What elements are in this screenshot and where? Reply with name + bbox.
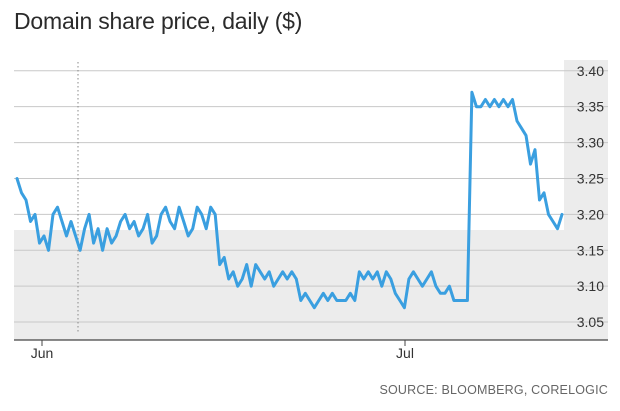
x-tick-label-jul: Jul <box>396 345 414 361</box>
source-note: SOURCE: BLOOMBERG, CORELOGIC <box>379 383 608 397</box>
y-tick-label: 3.10 <box>577 278 604 294</box>
plot-lower-band <box>14 230 564 340</box>
y-tick-label: 3.25 <box>577 170 604 186</box>
y-tick-label: 3.20 <box>577 206 604 222</box>
chart-title: Domain share price, daily ($) <box>14 8 303 34</box>
y-axis-tick-labels: 3.05 3.10 3.15 3.20 3.25 3.30 3.35 3.40 <box>577 63 604 330</box>
y-tick-label: 3.05 <box>577 314 604 330</box>
y-tick-label: 3.40 <box>577 63 604 79</box>
share-price-line <box>15 90 564 310</box>
plot-background <box>14 60 608 340</box>
y-tick-label: 3.35 <box>577 99 604 115</box>
y-tick-label: 3.15 <box>577 242 604 258</box>
y-tick-label: 3.30 <box>577 135 604 151</box>
plot-upper-area <box>14 60 564 230</box>
x-tick-label-jun: Jun <box>31 345 54 361</box>
